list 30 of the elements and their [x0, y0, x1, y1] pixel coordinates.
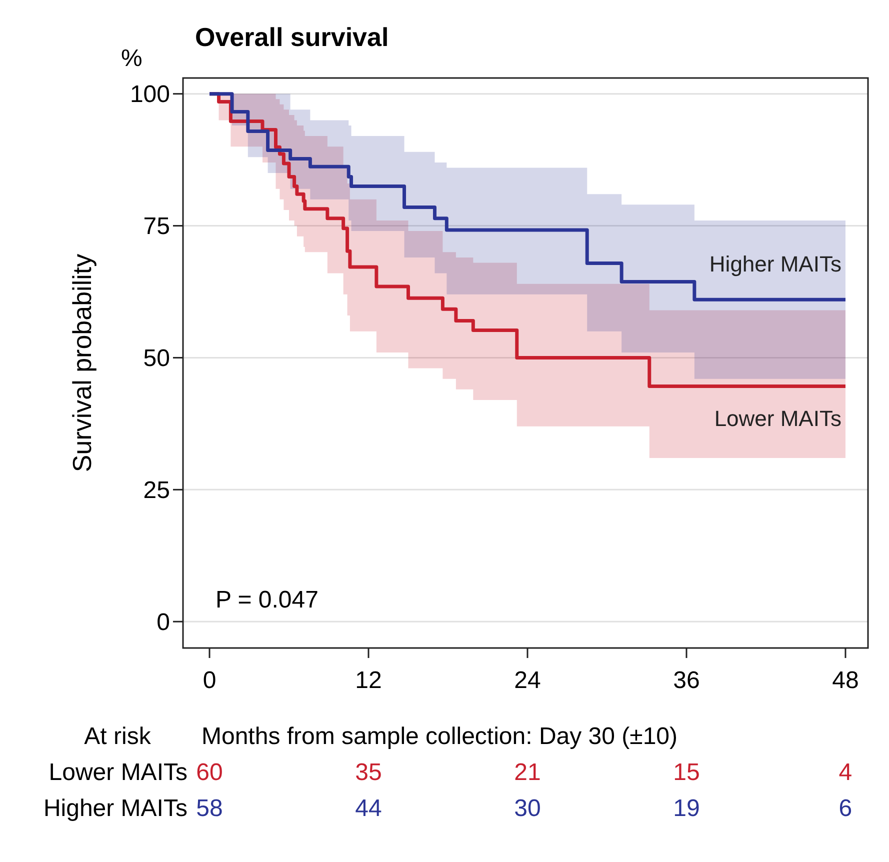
- text: 44: [355, 795, 382, 822]
- chart-title: Overall survival: [195, 22, 389, 52]
- x-tick-label: 12: [355, 667, 382, 694]
- text: 35: [355, 759, 382, 786]
- y-tick-label: 25: [143, 477, 170, 504]
- x-tick-label: 36: [673, 667, 700, 694]
- text: At risk: [84, 723, 152, 750]
- text: 21: [514, 759, 541, 786]
- y-tick-label: 50: [143, 345, 170, 372]
- text: Lower MAITs: [48, 759, 188, 786]
- y-tick-label: 100: [130, 81, 170, 108]
- x-axis-title: Months from sample collection: Day 30 (±10): [202, 723, 678, 750]
- x-tick-label: 24: [514, 667, 541, 694]
- y-tick-label: 75: [143, 213, 170, 240]
- x-tick-label: 48: [832, 667, 859, 694]
- x-tick-label: 0: [202, 667, 216, 694]
- y-tick-label: 0: [156, 609, 170, 636]
- series-label: Higher MAITs: [709, 252, 842, 277]
- text: 19: [673, 795, 700, 822]
- series-label: Lower MAITs: [714, 406, 842, 432]
- text: 6: [838, 795, 852, 822]
- text: 60: [196, 759, 223, 786]
- text: %: [121, 45, 142, 72]
- text: 4: [838, 759, 852, 786]
- text: 15: [673, 759, 700, 786]
- text: 30: [514, 795, 541, 822]
- y-axis-title: Survival probability: [67, 254, 97, 472]
- text: 58: [196, 795, 223, 822]
- annotation: P = 0.047: [216, 586, 318, 614]
- text: Higher MAITs: [43, 795, 188, 822]
